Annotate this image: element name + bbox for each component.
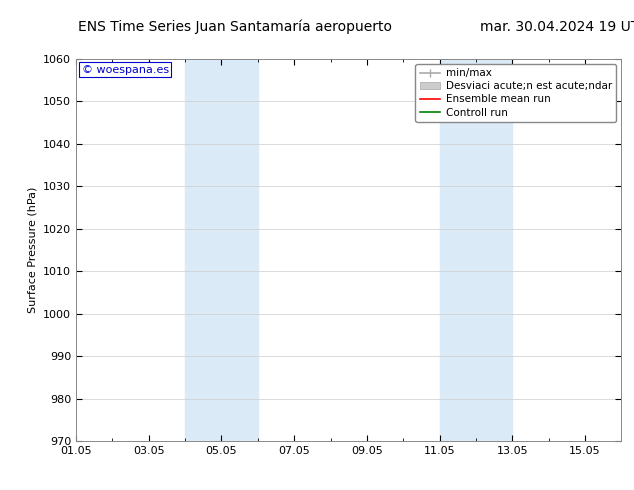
Y-axis label: Surface Pressure (hPa): Surface Pressure (hPa): [27, 187, 37, 313]
Text: mar. 30.04.2024 19 UTC: mar. 30.04.2024 19 UTC: [480, 20, 634, 34]
Text: ENS Time Series Juan Santamaría aeropuerto: ENS Time Series Juan Santamaría aeropuer…: [77, 20, 392, 34]
Bar: [439, 59, 512, 441]
Legend: min/max, Desviaci acute;n est acute;ndar, Ensemble mean run, Controll run: min/max, Desviaci acute;n est acute;ndar…: [415, 64, 616, 122]
Text: © woespana.es: © woespana.es: [82, 65, 169, 74]
Bar: [185, 59, 258, 441]
